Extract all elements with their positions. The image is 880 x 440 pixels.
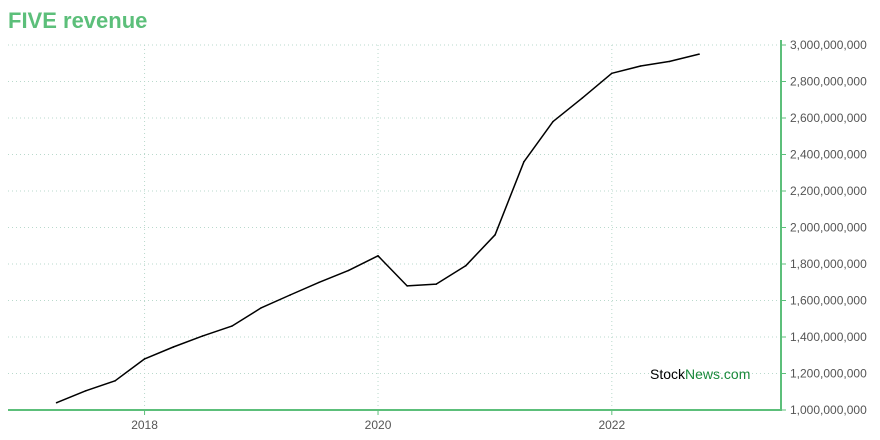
watermark: StockNews.com: [650, 366, 750, 382]
y-tick-label: 2,000,000,000: [790, 221, 867, 235]
watermark-com: .com: [720, 366, 750, 382]
y-tick-label: 1,400,000,000: [790, 330, 867, 344]
axes: [8, 40, 786, 415]
data-point: [494, 234, 496, 236]
data-point: [668, 60, 671, 63]
vertical-gridlines: [144, 45, 613, 410]
y-tick-label: 3,000,000,000: [790, 38, 867, 52]
data-point: [406, 285, 408, 287]
revenue-line: [56, 53, 700, 404]
y-tick-label: 1,200,000,000: [790, 367, 867, 381]
horizontal-gridlines: [8, 44, 781, 411]
y-tick-label: 1,600,000,000: [790, 294, 867, 308]
data-point: [318, 281, 320, 284]
x-tick-label: 2020: [365, 418, 392, 432]
x-tick-label: 2018: [131, 418, 158, 432]
data-point: [231, 325, 233, 327]
data-point: [55, 401, 58, 404]
y-tick-label: 2,800,000,000: [790, 75, 867, 89]
data-point: [201, 335, 204, 337]
data-point: [84, 390, 87, 392]
data-point: [114, 380, 116, 382]
data-point: [172, 346, 175, 348]
y-tick-label: 2,600,000,000: [790, 111, 867, 125]
series-layer: [55, 53, 700, 404]
data-point: [143, 358, 146, 360]
x-tick-label: 2022: [598, 418, 625, 432]
x-axis-tick-labels: 2018 2020 2022: [131, 418, 625, 432]
watermark-stock: Stock: [650, 366, 686, 382]
y-tick-label: 1,800,000,000: [790, 257, 867, 271]
data-point: [347, 269, 350, 272]
data-point: [377, 254, 379, 257]
data-point: [639, 65, 642, 67]
y-axis-tick-labels: 1,000,000,000 1,200,000,000 1,400,000,000 1…: [790, 38, 867, 417]
data-point: [289, 294, 291, 296]
data-point: [698, 53, 700, 55]
y-tick-label: 1,000,000,000: [790, 403, 867, 417]
data-point: [435, 283, 438, 285]
data-point: [552, 120, 554, 123]
data-point: [611, 72, 613, 75]
data-point: [581, 97, 584, 99]
y-tick-label: 2,400,000,000: [790, 148, 867, 162]
data-point: [260, 307, 263, 309]
data-point: [523, 161, 525, 163]
data-point: [464, 265, 467, 267]
chart-title: FIVE revenue: [8, 8, 148, 33]
y-tick-label: 2,200,000,000: [790, 184, 867, 198]
watermark-news: News: [685, 366, 720, 382]
